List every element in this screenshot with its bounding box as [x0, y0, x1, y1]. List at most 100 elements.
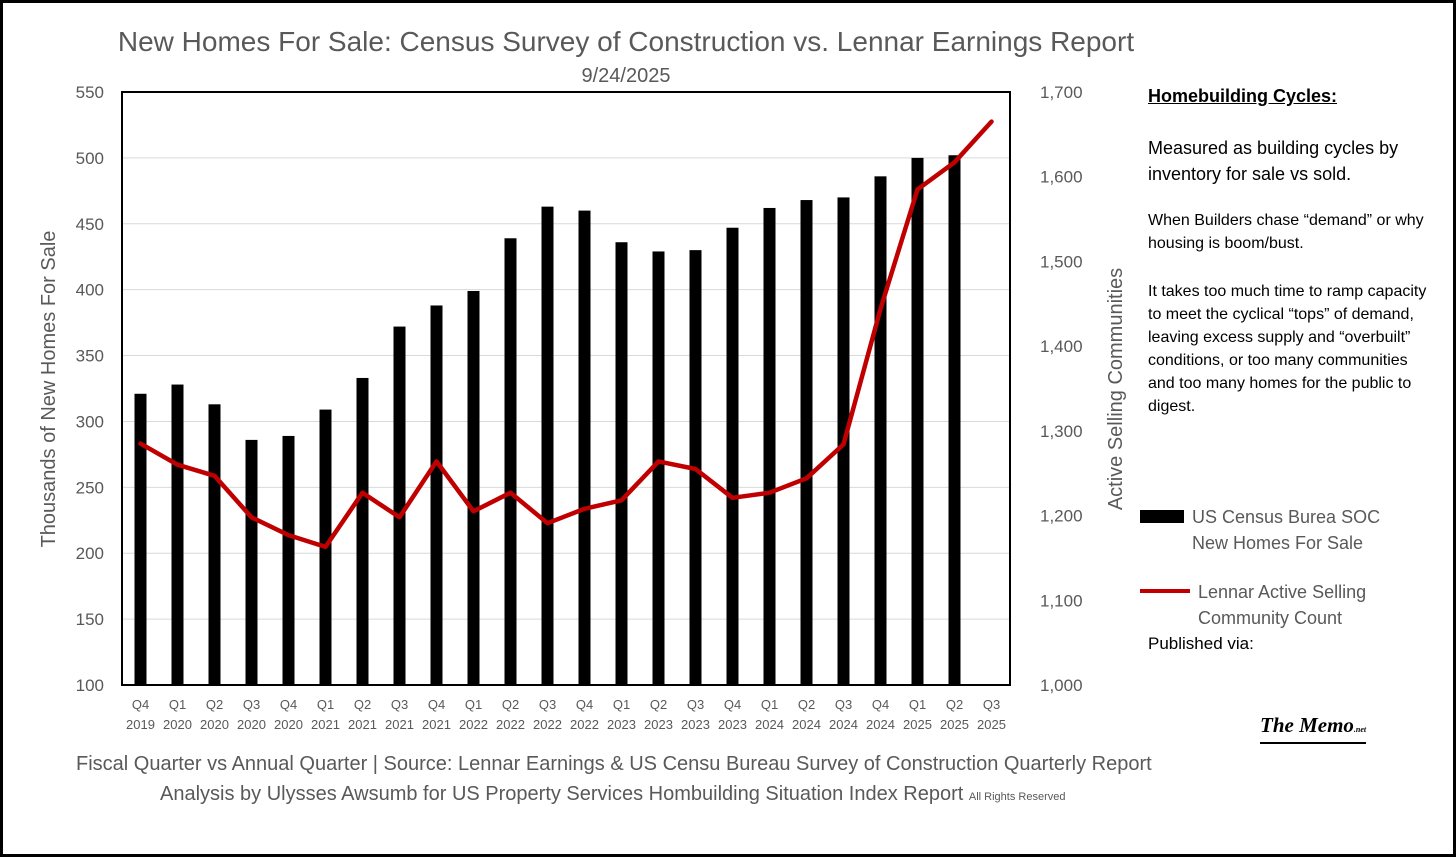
x-tick-label-year: 2020 [163, 717, 192, 732]
bar [948, 155, 961, 686]
legend-label-line: Lennar Active Selling Community Count [1198, 582, 1367, 628]
x-tick-label-year: 2022 [570, 717, 599, 732]
x-tick-label-year: 2023 [607, 717, 636, 732]
x-tick-label-quarter: Q4 [428, 697, 445, 712]
x-tick-label-quarter: Q4 [132, 697, 149, 712]
notes-heading: Homebuilding Cycles: [1148, 86, 1338, 106]
bar [208, 404, 221, 685]
x-tick-label-quarter: Q1 [465, 697, 482, 712]
x-tick-label-year: 2023 [644, 717, 673, 732]
x-tick-label-year: 2021 [385, 717, 414, 732]
x-tick-label-quarter: Q4 [576, 697, 593, 712]
bar [763, 207, 776, 685]
x-tick-label-year: 2024 [866, 717, 895, 732]
y-tick-label: 500 [76, 149, 104, 168]
y2-tick-label: 1,000 [1040, 676, 1083, 695]
bar [504, 238, 517, 686]
x-tick-label-year: 2024 [829, 717, 858, 732]
x-tick-label-quarter: Q4 [724, 697, 741, 712]
x-tick-label-year: 2020 [200, 717, 229, 732]
y-tick-label: 550 [76, 83, 104, 102]
published-via-label: Published via: [1148, 634, 1254, 653]
x-tick-label-quarter: Q2 [946, 697, 963, 712]
bar [911, 157, 924, 685]
footer-analysis-line: Analysis by Ulysses Awsumb for US Proper… [160, 783, 1065, 806]
x-tick-label-quarter: Q3 [539, 697, 556, 712]
x-tick-label-year: 2025 [940, 717, 969, 732]
x-tick-label-year: 2020 [274, 717, 303, 732]
y-tick-label: 400 [76, 281, 104, 300]
bar [134, 393, 147, 685]
x-tick-label-quarter: Q4 [872, 697, 889, 712]
chart-title: New Homes For Sale: Census Survey of Con… [117, 26, 1135, 57]
x-tick-label-year: 2025 [977, 717, 1006, 732]
y-tick-label: 450 [76, 215, 104, 234]
x-tick-label-quarter: Q2 [354, 697, 371, 712]
x-tick-label-year: 2021 [348, 717, 377, 732]
y2-tick-label: 1,400 [1040, 337, 1083, 356]
y2-tick-label: 1,100 [1040, 591, 1083, 610]
bar [800, 200, 813, 685]
memo-logo-suffix: .net [1353, 725, 1367, 734]
y-tick-label: 200 [76, 544, 104, 563]
x-tick-label-year: 2021 [311, 717, 340, 732]
y-axis-title: Thousands of New Homes For Sale [38, 231, 60, 548]
bar [652, 251, 665, 685]
y2-axis-title: Active Selling Communities [1105, 268, 1127, 510]
bar [356, 377, 369, 685]
bar [245, 439, 258, 685]
notes-paragraph-2: When Builders chase “demand” or why hous… [1148, 212, 1424, 252]
x-tick-label-year: 2021 [422, 717, 451, 732]
x-tick-label-quarter: Q3 [983, 697, 1000, 712]
x-tick-label-year: 2024 [755, 717, 784, 732]
x-tick-label-year: 2025 [903, 717, 932, 732]
x-tick-label-quarter: Q2 [206, 697, 223, 712]
x-tick-label-year: 2023 [681, 717, 710, 732]
y-tick-label: 100 [76, 676, 104, 695]
legend-swatch-bars [1140, 510, 1184, 523]
x-tick-label-quarter: Q1 [169, 697, 186, 712]
legend-label-bars: US Census Burea SOC New Homes For Sale [1192, 507, 1381, 553]
x-tick-label-quarter: Q2 [798, 697, 815, 712]
y2-tick-label: 1,500 [1040, 252, 1083, 271]
chart-subtitle: 9/24/2025 [581, 65, 671, 87]
footer-source-line: Fiscal Quarter vs Annual Quarter | Sourc… [76, 753, 1152, 775]
legend-swatch-line [1140, 589, 1190, 593]
y2-tick-label: 1,200 [1040, 507, 1083, 526]
legend-item-line: Lennar Active Selling Community Count [1140, 579, 1398, 631]
y2-tick-label: 1,300 [1040, 422, 1083, 441]
bar [541, 206, 554, 685]
bar [282, 435, 295, 685]
y-tick-label: 150 [76, 610, 104, 629]
bar [467, 290, 480, 685]
footer-analysis-text: Analysis by Ulysses Awsumb for US Proper… [160, 783, 964, 805]
y2-tick-label: 1,600 [1040, 168, 1083, 187]
x-tick-label-quarter: Q2 [502, 697, 519, 712]
x-tick-label-year: 2022 [533, 717, 562, 732]
x-tick-label-quarter: Q3 [835, 697, 852, 712]
memo-logo: The Memo.net [1260, 713, 1367, 744]
legend-item-bars: US Census Burea SOC New Homes For Sale [1140, 504, 1392, 556]
y-tick-label: 300 [76, 412, 104, 431]
x-tick-label-year: 2023 [718, 717, 747, 732]
memo-logo-name: The Memo [1260, 713, 1354, 737]
x-tick-label-quarter: Q1 [909, 697, 926, 712]
x-tick-label-quarter: Q4 [280, 697, 297, 712]
bar [578, 210, 591, 685]
line-series [138, 119, 994, 550]
x-tick-label-year: 2022 [496, 717, 525, 732]
x-tick-label-year: 2024 [792, 717, 821, 732]
x-tick-label-year: 2022 [459, 717, 488, 732]
y-tick-label: 350 [76, 347, 104, 366]
x-tick-label-quarter: Q3 [391, 697, 408, 712]
x-tick-label-year: 2019 [126, 717, 155, 732]
y2-tick-label: 1,700 [1040, 83, 1083, 102]
x-tick-label-quarter: Q1 [761, 697, 778, 712]
notes-paragraph-3: It takes too much time to ramp capacity … [1148, 283, 1427, 415]
notes-paragraph-1: Measured as building cycles by inventory… [1148, 138, 1399, 184]
x-tick-label-quarter: Q3 [243, 697, 260, 712]
bar [171, 384, 184, 685]
y-tick-label: 250 [76, 478, 104, 497]
x-tick-label-year: 2020 [237, 717, 266, 732]
